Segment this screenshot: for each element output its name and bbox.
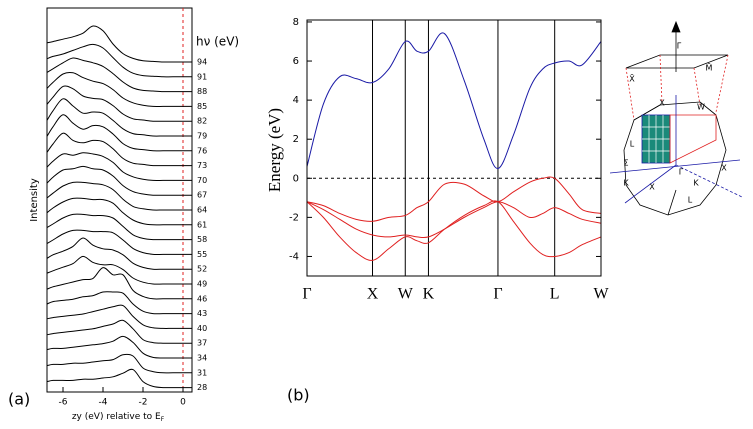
bz-label: W [697, 103, 705, 112]
legend-title: hν (eV) [196, 35, 239, 49]
y-tick-label: 4 [293, 95, 299, 106]
x-tick-label: 0 [180, 398, 186, 408]
x-tick-label: W [398, 286, 414, 303]
x-tick-label: X [367, 286, 379, 303]
spectrum-line [46, 152, 192, 181]
y-tick-label: 8 [293, 17, 299, 28]
spectrum-line [46, 267, 192, 300]
series-label: 61 [197, 220, 207, 229]
y-tick-label: 0 [293, 173, 299, 184]
series-label: 31 [197, 368, 207, 377]
series-label: 79 [197, 132, 207, 141]
spectrum-line [46, 353, 192, 374]
y-tick-label: 2 [293, 134, 299, 145]
bz-label: Σ [623, 159, 628, 168]
spectrum-line [46, 132, 192, 167]
spectrum-line [46, 213, 192, 241]
spectrum-line [46, 98, 192, 137]
plot-frame [306, 19, 602, 277]
series-label: 91 [197, 72, 207, 81]
series-label: 43 [197, 309, 207, 318]
band-line [306, 176, 602, 222]
series-label: 52 [197, 265, 207, 274]
spectrum-line [46, 291, 192, 315]
x-tick-label: L [550, 286, 560, 303]
spectrum-line [46, 197, 192, 226]
panel-label: (a) [8, 390, 30, 409]
series-label: 37 [197, 339, 207, 348]
spectrum-line [46, 237, 192, 270]
series-label: 64 [197, 206, 207, 215]
band-line [306, 32, 602, 170]
x-tick-label: -4 [99, 398, 108, 408]
y-axis-label: Intensity [29, 178, 40, 222]
spectrum-line [46, 71, 192, 107]
band-line [306, 201, 602, 239]
plot-frame [46, 7, 193, 393]
spectrum-line [46, 114, 192, 152]
series-label: 55 [197, 250, 207, 259]
bz-label: X̄ [629, 73, 635, 83]
bz-label: L [688, 196, 693, 205]
series-label: 70 [197, 176, 207, 185]
bz-label: M̄ [706, 62, 713, 72]
x-tick-label: Γ [493, 286, 502, 303]
y-tick-label: -4 [289, 251, 299, 262]
bz-label: L [630, 140, 635, 149]
x-tick-label: -6 [59, 398, 68, 408]
y-axis-label: Energy (eV) [265, 108, 284, 192]
spectrum-line [46, 319, 192, 344]
spectrum-line [46, 57, 192, 93]
y-tick-label: -2 [289, 212, 299, 223]
spectrum-line [46, 229, 192, 256]
bz-label: X [659, 99, 665, 108]
x-axis-label: zy (eV) relative to EF [72, 412, 165, 423]
bz-label: X [721, 164, 727, 173]
bz-label: Γ̄ [677, 42, 682, 51]
series-label: 49 [197, 280, 207, 289]
spectrum-line [46, 25, 192, 63]
panel-label: (b) [287, 386, 310, 405]
spectrum-line [46, 85, 192, 122]
spectrum-line [46, 181, 192, 211]
x-tick-label: -2 [139, 398, 148, 408]
series-label: 76 [197, 146, 207, 155]
bz-label: Γ [679, 168, 684, 177]
bz-label: K [693, 179, 699, 188]
series-label: 67 [197, 191, 207, 200]
series-label: 82 [197, 117, 207, 126]
series-label: 73 [197, 161, 207, 170]
bz-label: X [649, 183, 655, 192]
series-label: 34 [197, 354, 207, 363]
x-axis-label-subscript: F [161, 416, 165, 423]
x-tick-label: W [593, 286, 609, 303]
x-axis-label-text: zy (eV) relative to E [72, 412, 161, 422]
series-label: 46 [197, 294, 207, 303]
band-line [306, 200, 602, 261]
series-label: 58 [197, 235, 207, 244]
x-tick-label: Γ [302, 286, 311, 303]
spectrum-line [46, 165, 192, 196]
brillouin-zone [609, 20, 743, 216]
series-label: 28 [197, 383, 207, 392]
series-label: 88 [197, 87, 207, 96]
y-tick-label: 6 [293, 56, 299, 67]
spectrum-line [46, 255, 192, 285]
x-tick-label: K [423, 286, 435, 303]
bz-label: K [623, 179, 629, 188]
spectrum-line [46, 335, 192, 359]
series-label: 94 [197, 58, 207, 67]
series-label: 85 [197, 102, 207, 111]
series-label: 40 [197, 324, 207, 333]
spectrum-line [46, 43, 192, 78]
spectrum-line [46, 368, 192, 389]
spectrum-line [46, 304, 192, 329]
